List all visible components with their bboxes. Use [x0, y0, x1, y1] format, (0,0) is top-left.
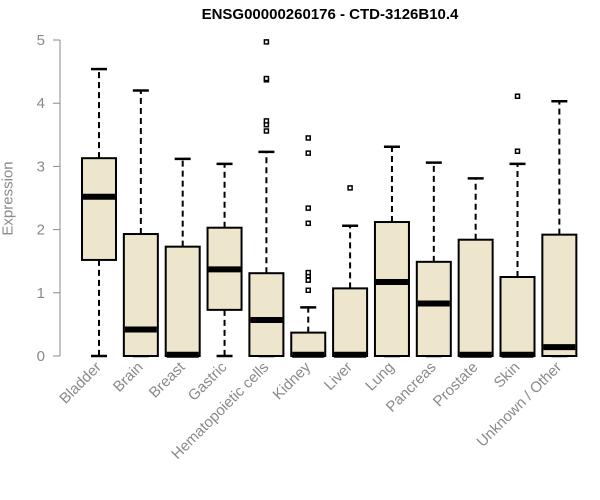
box-prostate — [457, 177, 494, 358]
iqr-box — [81, 157, 117, 261]
box-lung — [373, 145, 410, 358]
y-axis: 0 1 2 3 4 5 — [37, 32, 61, 365]
outlier-point — [305, 135, 311, 141]
outlier-point — [305, 277, 311, 283]
outlier-point — [347, 185, 353, 191]
chart-title: ENSG00000260176 - CTD-3126B10.4 — [201, 6, 459, 23]
outlier-point — [305, 269, 311, 276]
iqr-box — [248, 272, 285, 358]
box-skin — [499, 93, 536, 358]
x-tick-label: Prostate — [430, 359, 482, 411]
outlier-point — [514, 93, 521, 99]
y-tick-label: 1 — [37, 285, 45, 302]
y-tick-label: 4 — [37, 95, 45, 112]
box-brain — [122, 89, 159, 358]
x-tick-label: Liver — [321, 359, 356, 394]
box-kidney — [290, 135, 327, 358]
iqr-box — [122, 233, 159, 357]
outlier-point — [263, 75, 270, 82]
outlier-point — [305, 220, 311, 227]
x-tick-label: Breast — [146, 358, 189, 401]
box-gastric — [206, 162, 243, 358]
box-liver — [332, 185, 369, 358]
box-breast — [164, 157, 201, 358]
iqr-box — [415, 260, 452, 357]
x-tick-label: Lung — [362, 359, 398, 395]
boxplot-series — [81, 39, 578, 358]
box-hematopoietic-cells — [248, 39, 285, 358]
outlier-point — [263, 128, 270, 134]
iqr-box — [457, 238, 494, 358]
y-tick-label: 0 — [37, 348, 45, 365]
x-tick-label: Kidney — [270, 358, 315, 403]
y-tick-label: 5 — [37, 32, 45, 49]
iqr-box — [541, 233, 578, 358]
x-tick-label: Skin — [491, 359, 524, 392]
box-unknown-other — [541, 100, 578, 358]
x-tick-label: Bladder — [56, 359, 105, 408]
y-tick-label: 2 — [37, 222, 45, 239]
iqr-box — [373, 221, 410, 357]
outlier-point — [263, 39, 270, 45]
outlier-point — [305, 205, 311, 211]
box-bladder — [81, 67, 117, 358]
outlier-point — [514, 148, 521, 154]
y-tick-label: 3 — [37, 158, 45, 175]
x-tick-label: Brain — [110, 359, 147, 396]
outlier-point — [305, 150, 311, 156]
outlier-point — [305, 287, 311, 294]
iqr-box — [332, 287, 369, 358]
iqr-box — [499, 276, 536, 357]
outlier-point — [263, 118, 270, 124]
iqr-box — [164, 245, 201, 357]
box-pancreas — [415, 161, 452, 358]
